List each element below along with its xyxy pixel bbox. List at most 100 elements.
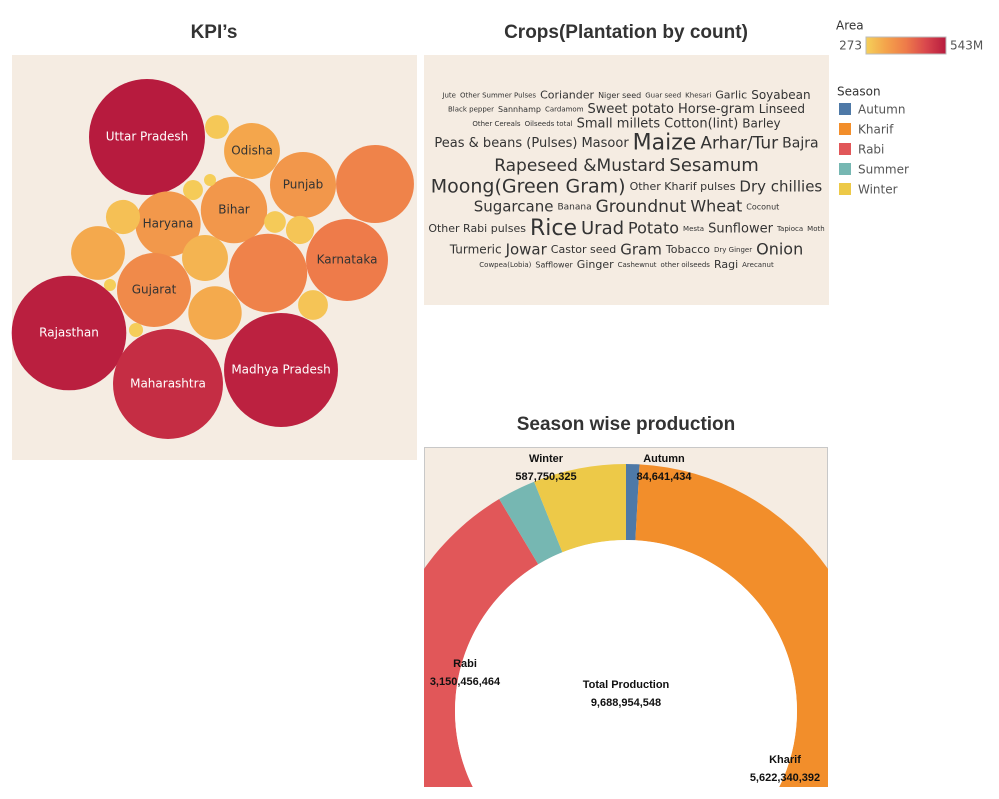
word: Potato [628, 218, 679, 237]
bubble [104, 279, 116, 291]
word: Guar seed [645, 91, 681, 99]
word: Arhar/Tur [700, 134, 778, 154]
word: Other Rabi pulses [428, 222, 526, 235]
legend-swatch [839, 143, 851, 155]
donut-hole [455, 540, 797, 787]
chart-title: Season wise production [517, 414, 736, 435]
chart-title: Crops(Plantation by count) [504, 22, 748, 43]
bubble [224, 123, 280, 179]
word: Dry Ginger [714, 246, 752, 254]
word: Soyabean [751, 88, 810, 102]
word: Coriander [540, 88, 594, 101]
slice-value-label: 5,622,340,392 [750, 772, 820, 784]
word: Groundnut [596, 197, 687, 217]
word: Gram [620, 241, 662, 259]
bubble-label: Madhya Pradesh [231, 363, 330, 377]
word: Mesta [683, 225, 704, 233]
bubble [113, 329, 223, 439]
word: Cowpea(Lobia) [479, 261, 531, 269]
word: Castor seed [551, 243, 616, 256]
word: Jowar [505, 241, 548, 259]
bubble [128, 322, 144, 338]
bubble-label: Rajasthan [39, 326, 99, 340]
word: Sunflower [708, 221, 774, 236]
legend-title: Area [836, 19, 864, 33]
word-cloud-panel [424, 55, 829, 305]
bubble [228, 233, 308, 313]
word: Cotton(lint) [664, 117, 738, 132]
bubble-label: Odisha [231, 144, 273, 158]
word: Urad [581, 218, 624, 239]
slice-value-label: 3,150,456,464 [430, 676, 501, 688]
donut-slice [424, 499, 539, 787]
word: Other Kharif pulses [630, 180, 736, 193]
legend-swatch [839, 183, 851, 195]
bubble-chart: Uttar Pradesh Odisha Punjab Bihar Haryana Kar… [11, 79, 414, 439]
bubble-label: Gujarat [132, 283, 177, 297]
word: Small millets [577, 117, 661, 132]
legend-swatch [839, 163, 851, 175]
word: Cashewnut [618, 261, 657, 269]
word: Niger seed [598, 91, 641, 100]
bubble [71, 226, 125, 280]
legends: Area 273 543M Season Autumn Kharif Rabi Summer W… [836, 19, 983, 197]
word: Ragi [714, 258, 738, 271]
word: Linseed [759, 102, 805, 116]
word: Tapioca [776, 225, 803, 233]
slice-value-label: 84,641,434 [636, 471, 692, 483]
bubble [205, 115, 229, 139]
bubble [298, 290, 328, 320]
word: Jute [441, 91, 456, 99]
bubble [188, 286, 242, 340]
bubble [224, 313, 338, 427]
word: Other Summer Pulses [460, 91, 536, 99]
legend-max-label: 543M [950, 39, 983, 53]
bubble [116, 252, 192, 328]
bubble [135, 191, 201, 257]
word: Moong(Green Gram) [431, 175, 626, 197]
word: Banana [557, 202, 591, 212]
word: Ginger [577, 258, 614, 271]
bubble [336, 145, 414, 223]
donut-slice [635, 464, 828, 787]
slice-name: Autumn [643, 453, 685, 465]
word: Other Cereals [472, 120, 521, 128]
slice-name: Winter [529, 453, 564, 465]
color-ramp [865, 36, 947, 55]
bubble-label: Haryana [143, 217, 194, 231]
bubble-label: Punjab [283, 178, 324, 192]
legend-label: Summer [858, 163, 909, 177]
bubble [11, 275, 127, 391]
bubble [200, 176, 268, 244]
bubble [183, 180, 203, 200]
word: Dry chillies [739, 177, 822, 195]
chart-title: KPI’s [191, 22, 238, 43]
word: other oilseeds [661, 261, 711, 269]
legend-label: Autumn [858, 103, 905, 117]
word: Khesari [685, 91, 711, 99]
word: Horse-gram [678, 102, 755, 117]
word: Barley [742, 117, 780, 131]
bubble-label: Karnataka [317, 253, 378, 267]
bubble [182, 235, 228, 281]
word: Maize [633, 131, 697, 156]
word: Sweet potato [588, 102, 674, 117]
donut-chart: Autumn 84,641,434 Kharif 5,622,340,392 Rabi 3… [424, 453, 828, 787]
legend-title: Season [837, 85, 881, 99]
word: Cardamom [545, 105, 584, 113]
word: Onion [756, 240, 803, 259]
bubble [306, 219, 388, 301]
legend-swatch [839, 103, 851, 115]
bubble-label: Uttar Pradesh [106, 130, 188, 144]
slice-name: Kharif [769, 754, 801, 766]
word: Wheat [690, 196, 742, 215]
donut-slice [534, 464, 626, 553]
donut-slice [626, 464, 640, 541]
bubble-label: Bihar [218, 203, 250, 217]
slice-value-label: 587,750,325 [515, 471, 576, 483]
slice-name: Rabi [453, 658, 477, 670]
word: Coconut [746, 202, 779, 211]
word: Turmeric [449, 243, 502, 257]
